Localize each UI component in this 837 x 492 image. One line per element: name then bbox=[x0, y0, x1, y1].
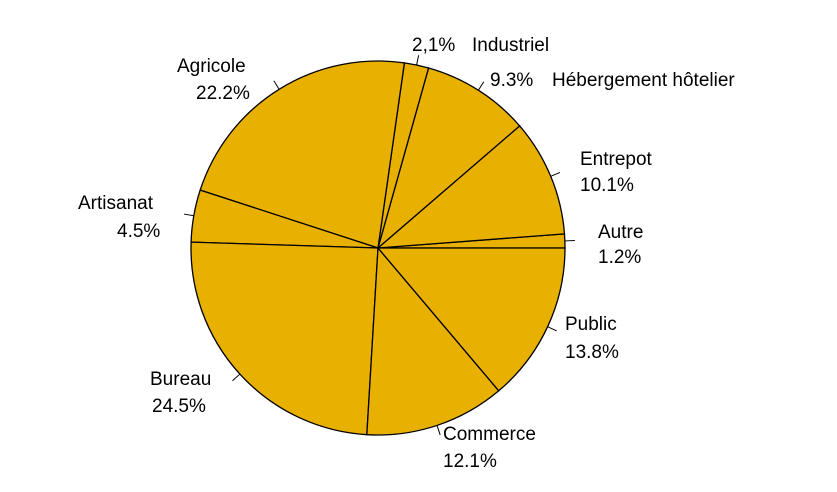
slice-label-artisanat: Artisanat 4.5% bbox=[78, 193, 160, 242]
slice-label-agricole: Agricole 22.2% bbox=[177, 56, 250, 104]
slice-label-autre-name: Autre bbox=[598, 222, 643, 243]
slice-label-hebergement-name: Hébergement hôtelier bbox=[552, 70, 735, 91]
slice-label-bureau: Bureau 24.5% bbox=[150, 369, 211, 417]
slice-label-public-value: 13.8% bbox=[565, 342, 619, 363]
slice-label-industriel: 2,1% Industriel bbox=[412, 35, 549, 56]
slice-label-entrepot-name: Entrepot bbox=[580, 149, 653, 170]
pie-slice-bureau bbox=[190, 241, 379, 436]
slice-label-autre-value: 1.2% bbox=[598, 247, 641, 268]
slice-label-commerce-name: Commerce bbox=[443, 424, 536, 445]
slice-label-commerce-value: 12.1% bbox=[443, 451, 497, 472]
slice-label-agricole-name: Agricole bbox=[177, 56, 246, 77]
slice-label-hebergement: 9.3% Hébergement hôtelier bbox=[490, 70, 735, 91]
slice-label-industriel-name: Industriel bbox=[472, 35, 549, 56]
label-ticks bbox=[183, 55, 575, 436]
pie-slice-public bbox=[376, 247, 566, 392]
slice-label-autre: Autre 1.2% bbox=[598, 222, 643, 268]
slice-label-bureau-name: Bureau bbox=[150, 369, 211, 390]
slice-label-bureau-value: 24.5% bbox=[152, 396, 206, 417]
slice-label-artisanat-value: 4.5% bbox=[117, 221, 160, 242]
label-tick-h-bergement-h-telier bbox=[477, 81, 485, 91]
label-tick-bureau bbox=[232, 373, 241, 382]
label-tick-agricole bbox=[273, 80, 280, 90]
label-tick-public bbox=[547, 326, 557, 332]
slice-label-agricole-value: 22.2% bbox=[196, 83, 250, 104]
slice-label-commerce: Commerce 12.1% bbox=[443, 424, 536, 472]
label-tick-industriel bbox=[416, 55, 420, 66]
slice-label-public-name: Public bbox=[565, 314, 617, 335]
pie-slice-agricole bbox=[199, 60, 406, 249]
label-tick-artisanat bbox=[183, 213, 194, 217]
pie-slice-entrepot bbox=[376, 124, 566, 249]
pie-slice-commerce bbox=[366, 246, 500, 436]
slice-label-entrepot: Entrepot 10.1% bbox=[580, 149, 653, 196]
slice-label-artisanat-name: Artisanat bbox=[78, 193, 154, 214]
slice-label-public: Public 13.8% bbox=[565, 314, 619, 363]
pie-slices bbox=[190, 60, 566, 436]
slice-label-industriel-value: 2,1% bbox=[412, 35, 455, 56]
slice-label-hebergement-value: 9.3% bbox=[490, 70, 533, 91]
label-tick-entrepot bbox=[550, 172, 561, 177]
label-tick-commerce bbox=[436, 425, 441, 436]
slice-label-entrepot-value: 10.1% bbox=[580, 175, 634, 196]
